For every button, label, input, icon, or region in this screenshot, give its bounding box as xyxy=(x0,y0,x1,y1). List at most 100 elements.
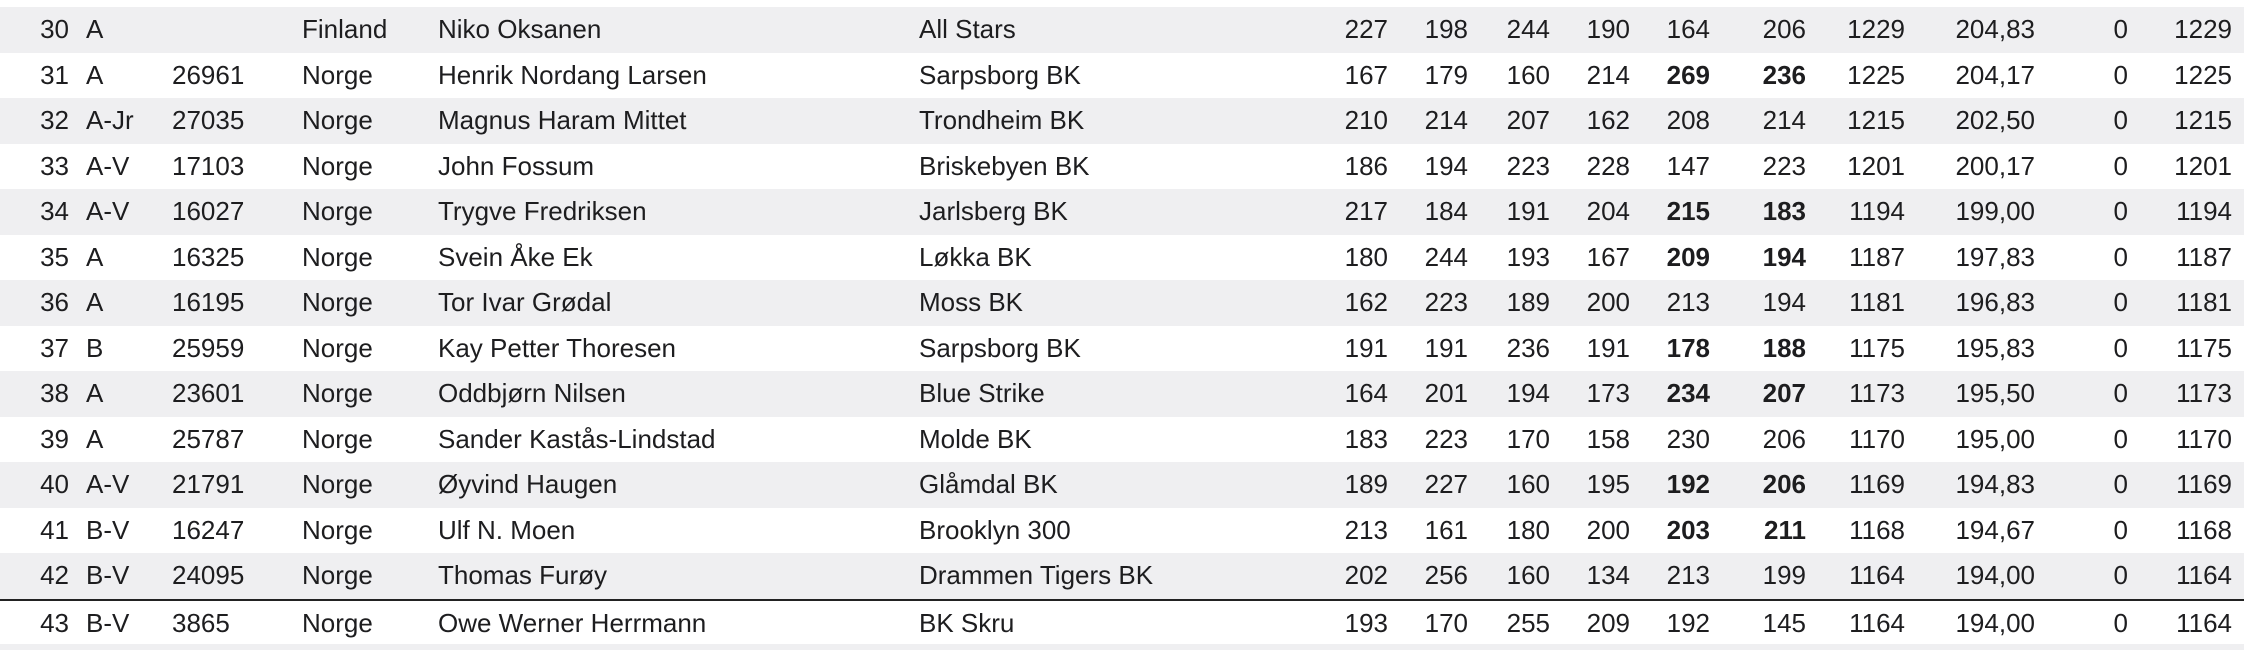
game-score: 255 xyxy=(1506,607,1550,638)
sum-cell: 1181 xyxy=(2176,287,2232,317)
game-score: 204 xyxy=(1586,196,1630,226)
name-cell: Magnus Haram Mittet xyxy=(438,105,687,135)
game-score: 192 xyxy=(1666,469,1710,499)
class-cell: A xyxy=(86,59,104,90)
country-cell: Norge xyxy=(302,105,373,135)
name-cell: Trygve Fredriksen xyxy=(438,196,647,226)
sum-cell: 1187 xyxy=(2176,241,2232,272)
game-score: 180 xyxy=(1344,241,1388,272)
rank-cell: 40 xyxy=(40,469,69,499)
game-score: 170 xyxy=(1424,607,1468,638)
game-score: 173 xyxy=(1586,378,1630,408)
game-score: 207 xyxy=(1506,105,1550,135)
handicap-cell: 0 xyxy=(2113,150,2128,181)
table-row: 38 A 23601 Norge Oddbjørn Nilsen Blue Strike 1… xyxy=(0,371,2244,417)
game-score: 213 xyxy=(1666,287,1710,317)
license-cell: 26961 xyxy=(172,59,245,90)
class-cell: A xyxy=(86,287,104,317)
license-cell: 16027 xyxy=(172,196,245,226)
handicap-cell: 0 xyxy=(2113,378,2128,408)
country-cell: Norge xyxy=(302,378,373,408)
country-cell: Norge xyxy=(302,423,373,454)
license-cell: 24095 xyxy=(172,560,245,590)
country-cell: Norge xyxy=(302,241,373,272)
sum-cell: 1194 xyxy=(2176,196,2232,226)
class-cell: A xyxy=(86,14,104,44)
rank-cell: 34 xyxy=(40,196,69,226)
game-score: 160 xyxy=(1506,59,1550,90)
game-score: 194 xyxy=(1506,378,1550,408)
handicap-cell: 0 xyxy=(2113,241,2128,272)
rank-cell: 36 xyxy=(40,287,69,317)
rank-cell: 31 xyxy=(40,59,69,90)
table-row: 31 A 26961 Norge Henrik Nordang Larsen Sarpsb… xyxy=(0,53,2244,99)
average-cell: 195,50 xyxy=(1955,378,2035,408)
game-score: 147 xyxy=(1666,150,1710,181)
sum-cell: 1173 xyxy=(2176,378,2232,408)
game-score: 211 xyxy=(1764,514,1806,545)
average-cell: 195,83 xyxy=(1955,332,2035,363)
game-score: 214 xyxy=(1762,105,1806,135)
sum-cell: 1168 xyxy=(2176,514,2232,545)
game-score: 191 xyxy=(1424,332,1468,363)
sum-cell: 1164 xyxy=(2176,560,2232,590)
game-score: 214 xyxy=(1424,105,1468,135)
club-cell: All Stars xyxy=(919,14,1016,44)
total-cell: 1164 xyxy=(1849,560,1905,590)
game-score: 164 xyxy=(1344,378,1388,408)
game-score: 194 xyxy=(1424,150,1468,181)
license-cell: 3865 xyxy=(172,607,230,638)
club-cell: Glåmdal BK xyxy=(919,469,1058,499)
game-score: 215 xyxy=(1666,196,1710,226)
handicap-cell: 0 xyxy=(2113,196,2128,226)
game-score: 208 xyxy=(1666,105,1710,135)
total-cell: 1229 xyxy=(1847,14,1905,44)
country-cell: Norge xyxy=(302,196,373,226)
game-score: 178 xyxy=(1666,332,1710,363)
sum-cell: 1170 xyxy=(2176,423,2232,454)
game-score: 213 xyxy=(1666,560,1710,590)
game-score: 170 xyxy=(1506,423,1550,454)
sum-cell: 1164 xyxy=(2176,607,2232,638)
total-cell: 1168 xyxy=(1849,514,1905,545)
club-cell: Blue Strike xyxy=(919,378,1045,408)
license-cell: 21791 xyxy=(172,469,245,499)
game-score: 236 xyxy=(1506,332,1550,363)
game-score: 223 xyxy=(1424,423,1468,454)
total-cell: 1170 xyxy=(1849,423,1905,454)
game-score: 195 xyxy=(1586,469,1630,499)
license-cell: 16195 xyxy=(172,287,245,317)
average-cell: 196,83 xyxy=(1955,287,2035,317)
game-score: 198 xyxy=(1424,14,1468,44)
game-score: 167 xyxy=(1344,59,1388,90)
average-cell: 204,83 xyxy=(1955,14,2035,44)
total-cell: 1173 xyxy=(1849,378,1905,408)
handicap-cell: 0 xyxy=(2113,514,2128,545)
game-score: 223 xyxy=(1762,150,1806,181)
license-cell: 23601 xyxy=(172,378,245,408)
rank-cell: 33 xyxy=(40,150,69,181)
game-score: 183 xyxy=(1762,196,1806,226)
handicap-cell: 0 xyxy=(2113,14,2128,44)
game-score: 214 xyxy=(1586,59,1630,90)
handicap-cell: 0 xyxy=(2113,59,2128,90)
name-cell: Tor Ivar Grødal xyxy=(438,287,612,317)
name-cell: Thomas Furøy xyxy=(438,560,608,590)
game-score: 160 xyxy=(1506,560,1550,590)
class-cell: B-V xyxy=(86,607,130,638)
game-score: 160 xyxy=(1506,469,1550,499)
country-cell: Norge xyxy=(302,469,373,499)
license-cell: 16247 xyxy=(172,514,245,545)
game-score: 158 xyxy=(1586,423,1630,454)
game-score: 190 xyxy=(1586,14,1630,44)
game-score: 209 xyxy=(1666,241,1710,272)
row-band xyxy=(0,644,2244,650)
game-score: 230 xyxy=(1666,423,1710,454)
country-cell: Norge xyxy=(302,514,373,545)
club-cell: BK Skru xyxy=(919,607,1015,638)
total-cell: 1215 xyxy=(1847,105,1905,135)
class-cell: A-V xyxy=(86,150,130,181)
game-score: 183 xyxy=(1344,423,1388,454)
game-score: 207 xyxy=(1762,378,1806,408)
class-cell: A xyxy=(86,378,104,408)
